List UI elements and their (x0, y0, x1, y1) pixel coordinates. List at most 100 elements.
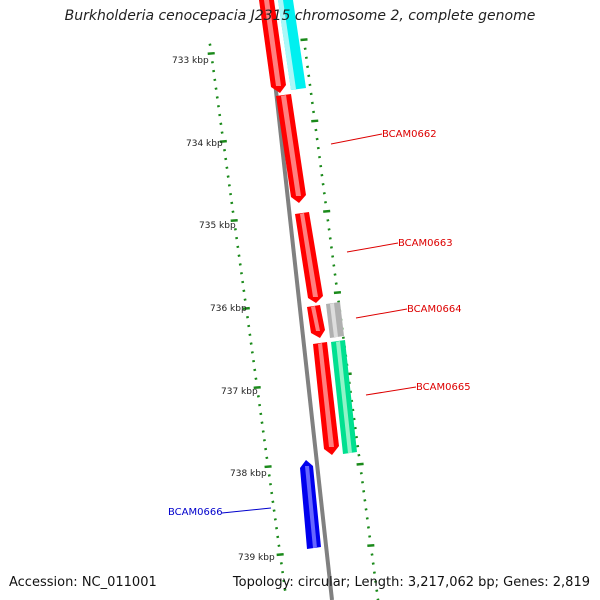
gene-features (259, 0, 357, 549)
minor-tick (238, 263, 242, 266)
minor-tick (282, 579, 286, 583)
minor-tick (371, 562, 375, 565)
minor-tick (303, 47, 307, 51)
minor-tick (229, 192, 233, 196)
left-tick-track (207, 43, 287, 591)
minor-tick (265, 456, 269, 460)
major-tick (253, 385, 261, 390)
minor-tick (239, 271, 243, 275)
minor-tick (213, 78, 217, 82)
major-tick (264, 465, 272, 469)
minor-tick (243, 298, 247, 301)
minor-tick (310, 101, 314, 105)
minor-tick (281, 570, 285, 574)
gene-teal-shade (336, 341, 352, 453)
minor-tick (324, 201, 327, 204)
minor-tick (368, 535, 372, 538)
minor-tick (359, 471, 363, 475)
minor-tick (237, 254, 241, 257)
minor-tick (327, 228, 331, 231)
minor-tick (260, 421, 264, 424)
minor-tick (262, 438, 266, 442)
minor-tick (279, 562, 283, 565)
minor-tick (210, 61, 214, 64)
minor-tick (312, 110, 316, 114)
minor-tick (320, 173, 324, 177)
gene-labels: BCAM0662 BCAM0663 BCAM0664 BCAM0665 BCAM… (168, 129, 471, 518)
minor-tick (334, 282, 338, 285)
minor-tick (269, 482, 272, 486)
minor-tick (248, 333, 252, 337)
major-tick (242, 306, 250, 310)
major-tick (207, 51, 215, 56)
minor-tick (242, 289, 246, 293)
minor-tick (208, 43, 212, 46)
label-bcam0665[interactable]: BCAM0665 (416, 382, 471, 393)
minor-tick (361, 481, 364, 484)
minor-tick (375, 589, 379, 592)
label-bcam0666[interactable]: BCAM0666 (168, 507, 223, 518)
minor-tick (277, 544, 281, 548)
scale-label-734: 734 kbp (186, 139, 223, 149)
minor-tick (315, 137, 319, 141)
gene-red-1-shade (264, 0, 281, 86)
minor-tick (355, 435, 358, 439)
minor-tick (357, 453, 361, 457)
gene-bcam0664-shade (311, 306, 320, 331)
major-tick (333, 291, 342, 295)
minor-tick (337, 300, 341, 303)
scale-label-733: 733 kbp (172, 56, 209, 66)
scale-labels: 733 kbp 734 kbp 735 kbp 736 kbp 737 kbp … (172, 56, 275, 563)
minor-tick (216, 104, 220, 108)
minor-tick (233, 228, 237, 231)
minor-tick (226, 175, 230, 178)
scale-label-738: 738 kbp (230, 469, 267, 479)
minor-tick (271, 500, 275, 504)
scale-label-739: 739 kbp (238, 553, 275, 563)
minor-tick (236, 245, 240, 249)
gene-bcam0663-shade (300, 213, 318, 297)
minor-tick (241, 280, 245, 284)
scale-label-737: 737 kbp (221, 387, 258, 397)
minor-tick (261, 430, 265, 433)
minor-tick (272, 509, 276, 512)
minor-tick (224, 157, 228, 161)
minor-tick (304, 56, 308, 60)
minor-tick (259, 412, 263, 416)
minor-tick (363, 499, 367, 502)
gene-bcam0665-shade (318, 343, 334, 447)
label-bcam0664[interactable]: BCAM0664 (407, 304, 462, 315)
major-tick (323, 209, 331, 213)
minor-tick (365, 517, 369, 520)
minor-tick (218, 113, 222, 117)
minor-tick (321, 182, 325, 186)
label-bcam0662[interactable]: BCAM0662 (382, 129, 437, 140)
gene-cyan-top-shade (278, 0, 296, 90)
minor-tick (249, 342, 253, 345)
minor-tick (235, 236, 239, 240)
label-bcam0663[interactable]: BCAM0663 (398, 238, 453, 249)
scale-label-736: 736 kbp (210, 304, 247, 314)
minor-tick (231, 210, 235, 213)
minor-tick (374, 580, 378, 583)
minor-tick (331, 255, 335, 258)
scale-label-735: 735 kbp (199, 221, 236, 231)
minor-tick (333, 273, 337, 276)
major-tick (367, 543, 375, 548)
map-title: Burkholderia cenocepacia J2315 chromosom… (64, 8, 536, 24)
minor-tick (225, 166, 229, 170)
major-tick (219, 139, 227, 143)
minor-tick (364, 508, 368, 511)
minor-tick (319, 164, 323, 168)
minor-tick (372, 571, 376, 574)
major-tick (311, 119, 319, 123)
minor-tick (220, 131, 224, 134)
minor-tick (328, 237, 332, 240)
minor-tick (366, 526, 370, 529)
minor-tick (341, 336, 345, 340)
minor-tick (370, 553, 374, 556)
major-tick (276, 552, 284, 557)
minor-tick (356, 444, 360, 448)
minor-tick (283, 588, 287, 591)
